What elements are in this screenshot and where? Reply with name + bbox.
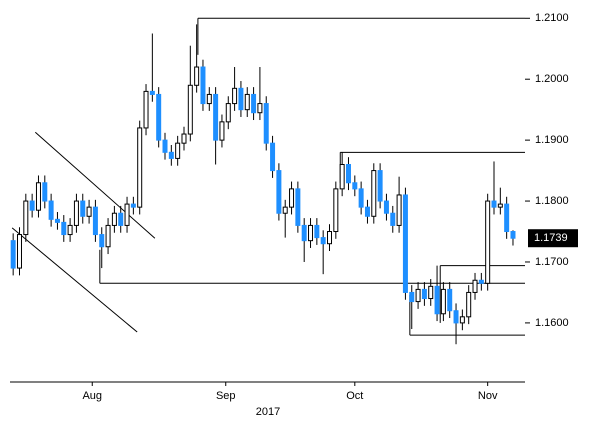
y-tick-label: 1.1800 <box>535 195 569 207</box>
candle-body <box>213 93 219 141</box>
candle-body <box>194 66 200 86</box>
candle-body <box>130 203 136 208</box>
candle-body <box>80 200 86 217</box>
candle-body <box>327 231 333 245</box>
candle-body <box>86 206 92 217</box>
candle-body <box>175 142 181 159</box>
candle-body <box>453 310 459 324</box>
last-price-box <box>528 229 578 248</box>
candle-body <box>29 200 35 211</box>
candle-body <box>402 194 408 293</box>
candle-body <box>289 188 295 208</box>
candle-body <box>251 93 257 114</box>
candle-body <box>434 285 440 315</box>
trend-line <box>11 227 138 333</box>
trend-line <box>34 131 156 239</box>
candle-body <box>459 316 465 324</box>
candle-body <box>377 170 383 202</box>
candle-body <box>225 103 231 123</box>
y-tick-label: 1.1600 <box>535 317 569 329</box>
candle-body <box>156 93 162 141</box>
candle-body <box>206 93 212 105</box>
candle-body <box>497 203 503 208</box>
candle-body <box>54 218 60 223</box>
candle-body <box>105 224 111 248</box>
candle-body <box>352 182 358 190</box>
candle-body <box>383 200 389 214</box>
candle-body <box>219 121 225 141</box>
candle-body <box>238 87 244 111</box>
y-tick-label: 1.1900 <box>535 134 569 146</box>
candle-body <box>270 142 276 172</box>
candle-body <box>111 212 117 226</box>
candle-body <box>333 188 339 233</box>
candle-body <box>421 288 427 300</box>
candle-body <box>73 200 79 226</box>
candle-body <box>472 279 478 293</box>
candle-body <box>314 224 320 239</box>
candle-body <box>276 170 282 214</box>
x-tick-label: Aug <box>82 390 102 402</box>
last-price-label: 1.1739 <box>534 232 568 244</box>
candle-body <box>67 224 73 236</box>
x-tick-label: Oct <box>346 390 363 402</box>
candle-body <box>187 84 193 135</box>
candle-body <box>137 127 143 208</box>
candle-body <box>23 200 29 236</box>
candle-body <box>485 200 491 284</box>
candle-body <box>263 103 269 144</box>
candle-body <box>48 200 54 220</box>
y-tick-label: 1.2100 <box>535 12 569 24</box>
candle-body <box>143 90 149 129</box>
candle-body <box>345 163 351 184</box>
candle-body <box>358 188 364 208</box>
candle-body <box>466 291 472 318</box>
candle-body <box>396 194 402 226</box>
candle-body <box>510 231 516 239</box>
candle-body <box>339 163 345 190</box>
x-tick-label: Nov <box>478 390 498 402</box>
candle-body <box>124 203 130 226</box>
candle-body <box>42 182 48 202</box>
candle-body <box>181 133 187 144</box>
candle-body <box>16 234 22 269</box>
candle-body <box>282 206 288 214</box>
candle-body <box>301 224 307 242</box>
candle-body <box>447 288 453 312</box>
candle-body <box>428 285 434 300</box>
candle-body <box>35 182 41 211</box>
candle-body <box>409 291 415 303</box>
candle-body <box>440 288 446 315</box>
candle-body <box>478 279 484 284</box>
candle-body <box>118 212 124 226</box>
candle-body <box>390 212 396 226</box>
candle-body <box>504 203 510 233</box>
candle-body <box>232 87 238 105</box>
candle-body <box>257 103 263 114</box>
x-tick-label: Sep <box>216 390 236 402</box>
candle-body <box>99 234 105 248</box>
y-tick-label: 1.2000 <box>535 73 569 85</box>
x-axis-label: 2017 <box>256 406 280 418</box>
candle-body <box>491 200 497 208</box>
candle-body <box>415 288 421 303</box>
candle-body <box>200 66 206 105</box>
candle-body <box>295 188 301 226</box>
candle-body <box>364 206 370 217</box>
candle-body <box>162 139 168 153</box>
candle-body <box>92 206 98 236</box>
candle-body <box>244 93 250 111</box>
candle-body <box>10 240 16 269</box>
candle-body <box>61 221 67 236</box>
candle-body <box>149 90 155 95</box>
candle-body <box>320 237 326 245</box>
candle-body <box>371 170 377 217</box>
y-tick-label: 1.1700 <box>535 256 569 268</box>
candle-body <box>168 151 174 159</box>
candle-body <box>308 224 314 242</box>
